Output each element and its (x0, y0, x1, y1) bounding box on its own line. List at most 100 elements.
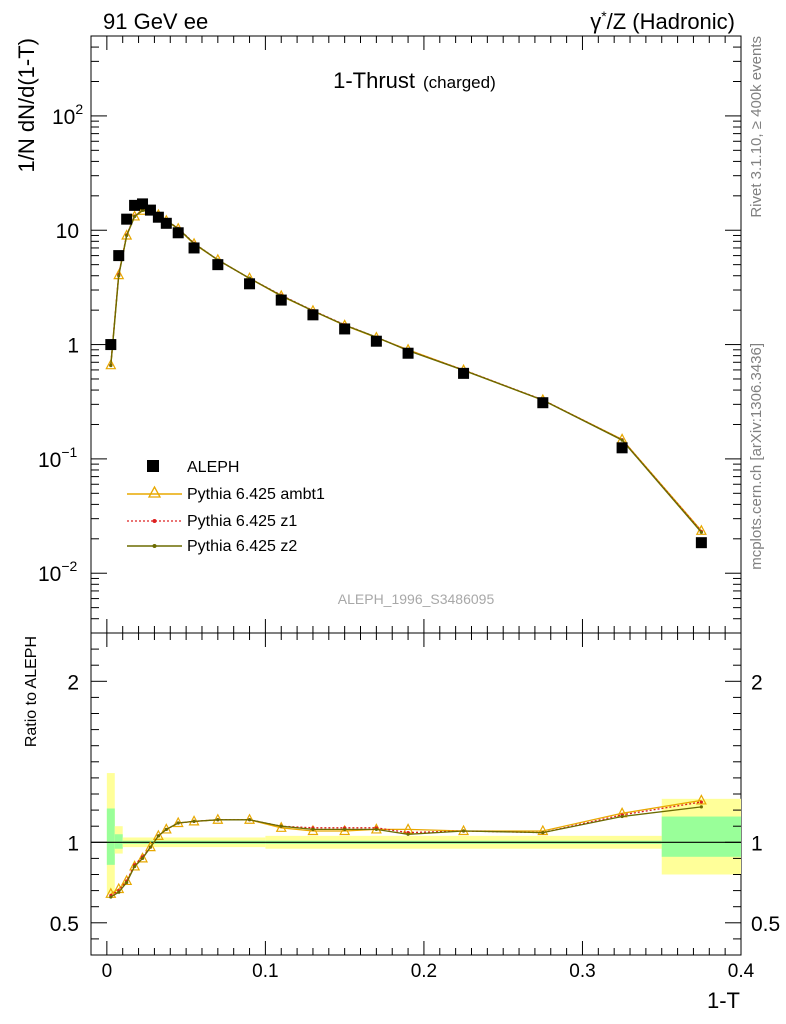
legend-label-ambt1: Pythia 6.425 ambt1 (187, 486, 325, 503)
ratio-y-tick-label: 2 (67, 671, 79, 694)
series-marker-3 (132, 214, 137, 219)
series-marker-3 (620, 438, 624, 442)
ratio-marker-2 (406, 832, 410, 836)
ratio-marker-2 (620, 814, 624, 819)
x-tick-label: 0.2 (411, 961, 437, 982)
ratio-y-axis-label: Ratio to ALEPH (23, 636, 40, 747)
x-tick-label: 0.3 (569, 961, 595, 982)
ratio-marker-0 (121, 874, 133, 886)
plot-series (105, 198, 707, 549)
legend-label-z1: Pythia 6.425 z1 (187, 513, 297, 530)
data-point-aleph (188, 242, 200, 254)
analysis-label: ALEPH_1996_S3486095 (338, 591, 495, 607)
legend-marker-ambt1 (147, 485, 162, 498)
data-point-aleph (212, 259, 224, 271)
ratio-marker-0 (537, 824, 549, 836)
data-point-aleph (244, 278, 256, 290)
series-marker-3 (117, 274, 121, 278)
ratio-marker-0 (458, 824, 470, 836)
y-axis-label: 1/N dN/d(1-T) (14, 38, 39, 172)
series-marker-3 (699, 530, 703, 534)
x-tick-label: 0.1 (252, 961, 278, 982)
series-marker-1 (105, 358, 117, 370)
ratio-marker-0 (152, 829, 164, 840)
ratio-marker-2 (148, 845, 153, 849)
ratio-marker-0 (144, 840, 156, 852)
data-point-aleph (616, 442, 628, 454)
data-point-aleph (137, 198, 149, 210)
x-tick-label: 0 (102, 961, 113, 982)
data-point-aleph (144, 204, 156, 216)
ratio-marker-0 (212, 813, 224, 824)
ratio-plot-frame (90, 632, 742, 956)
ratio-y-tick-label-right: 2 (751, 671, 763, 694)
header-process: γ*/Z (Hadronic) (590, 8, 735, 34)
ratio-marker-2 (247, 818, 252, 822)
ratio-marker-2 (216, 818, 220, 822)
series-line-2 (110, 209, 702, 532)
ratio-marker-2 (125, 880, 129, 885)
series-line-1 (110, 210, 702, 532)
stat-uncertainty-band-1 (114, 834, 123, 849)
series-marker-3 (109, 363, 113, 368)
rivet-version-label: Rivet 3.1.10, ≥ 400k events (748, 36, 765, 218)
ratio-marker-0 (129, 860, 141, 871)
ratio-marker-0 (307, 824, 319, 836)
legend-label-aleph: ALEPH (187, 459, 239, 476)
data-point-aleph (370, 335, 382, 347)
ratio-marker-2 (311, 827, 315, 832)
plot-subtitle: (charged) (423, 73, 496, 92)
ratio-line-2 (110, 806, 702, 898)
legend-label-z2: Pythia 6.425 z2 (187, 538, 297, 555)
data-point-aleph (105, 339, 117, 351)
ratio-marker-1 (699, 800, 703, 804)
ratio-marker-2 (541, 831, 545, 835)
ratio-marker-0 (695, 794, 707, 805)
ratio-marker-2 (279, 824, 283, 828)
plot-title: 1-Thrust (333, 68, 415, 93)
legend-marker-z1 (152, 519, 157, 523)
legend: ALEPH Pythia 6.425 ambt1 Pythia 6.425 z1… (127, 459, 325, 555)
y-tick-label: 10−1 (38, 444, 78, 472)
legend-marker-z2 (152, 544, 157, 548)
ratio-marker-2 (343, 827, 347, 832)
ratio-marker-2 (699, 805, 703, 809)
ratio-marker-0 (137, 852, 149, 863)
data-point-aleph (113, 250, 125, 262)
ratio-marker-2 (156, 834, 160, 838)
data-point-aleph (160, 217, 172, 229)
y-tick-label: 10−2 (38, 558, 78, 586)
data-point-aleph (458, 367, 470, 379)
series-marker-3 (125, 233, 129, 238)
ratio-marker-2 (461, 829, 466, 833)
header-energy: 91 GeV ee (103, 9, 208, 34)
ratio-marker-2 (374, 827, 378, 832)
data-point-aleph (695, 537, 707, 549)
ratio-y-tick-label: 0.5 (50, 913, 79, 936)
axis-ticks: 0 0.1 0.2 0.3 0.4 10−2 10−1 1 10 102 0.5 0.5 1 1 2 2 (38, 35, 780, 982)
ratio-marker-2 (192, 819, 196, 823)
ratio-marker-0 (370, 823, 382, 834)
series-line-3 (110, 209, 702, 533)
legend-marker-aleph (147, 460, 159, 472)
data-point-aleph (152, 211, 164, 223)
ratio-marker-2 (176, 821, 180, 825)
series-marker-3 (140, 208, 145, 213)
data-point-aleph (339, 323, 351, 335)
x-axis-label: 1-T (707, 988, 740, 1013)
data-point-aleph (172, 227, 184, 239)
ratio-y-tick-label-right: 1 (751, 832, 763, 855)
ratio-marker-0 (244, 813, 256, 824)
stat-uncertainty-band-0 (106, 808, 115, 865)
x-tick-label: 0.4 (728, 961, 755, 982)
ratio-y-tick-label-right: 0.5 (751, 913, 780, 936)
data-point-aleph (121, 213, 133, 225)
ratio-marker-2 (109, 895, 113, 899)
ratio-marker-2 (132, 864, 137, 869)
data-point-aleph (129, 199, 141, 211)
ratio-series (91, 794, 741, 899)
data-point-aleph (275, 294, 287, 306)
y-tick-label: 102 (52, 101, 83, 129)
mcplots-source-label: mcplots.cern.ch [arXiv:1306.3436] (748, 343, 765, 570)
